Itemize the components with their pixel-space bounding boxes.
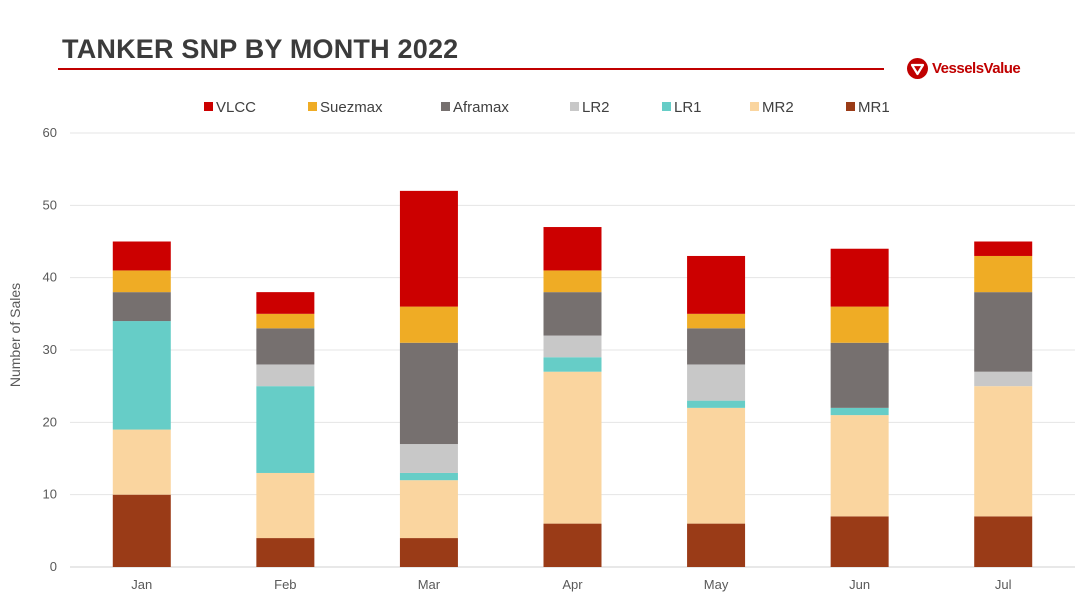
bar-lr1-feb — [256, 386, 315, 473]
bar-lr1-apr — [543, 357, 602, 372]
legend-label-vlcc: VLCC — [216, 99, 256, 116]
bar-mr2-jun — [830, 415, 889, 517]
bar-mr1-jan — [112, 494, 171, 567]
bar-aframax-jul — [974, 292, 1033, 372]
page-title: TANKER SNP BY MONTH 2022 — [62, 34, 459, 64]
x-tick-label: Jan — [131, 577, 152, 592]
bar-lr2-jul — [974, 371, 1033, 387]
bar-suezmax-feb — [256, 313, 315, 329]
bar-suezmax-jun — [830, 306, 889, 343]
legend: VLCC Suezmax Aframax LR2 LR1 MR2 MR1 — [204, 99, 890, 116]
y-tick-label: 40 — [43, 270, 57, 285]
bar-lr2-mar — [399, 444, 458, 473]
legend-swatch-vlcc — [204, 102, 213, 111]
bar-aframax-jun — [830, 342, 889, 408]
bar-suezmax-apr — [543, 270, 602, 293]
y-axis-title: Number of Sales — [7, 283, 23, 387]
bar-lr2-feb — [256, 364, 315, 387]
bar-mr2-feb — [256, 472, 315, 539]
x-tick-label: Jun — [849, 577, 870, 592]
legend-swatch-aframax — [441, 102, 450, 111]
bar-mr1-mar — [399, 538, 458, 567]
bar-suezmax-mar — [399, 306, 458, 343]
bar-mr1-jul — [974, 516, 1033, 567]
legend-label-mr1: MR1 — [858, 99, 890, 116]
bar-vlcc-jun — [830, 248, 889, 307]
x-tick-label: Apr — [562, 577, 583, 592]
legend-label-suezmax: Suezmax — [320, 99, 383, 116]
legend-label-aframax: Aframax — [453, 99, 509, 116]
title-underline — [58, 68, 884, 70]
bar-lr1-mar — [399, 472, 458, 481]
legend-swatch-mr2 — [750, 102, 759, 111]
bar-aframax-feb — [256, 328, 315, 365]
y-tick-label: 60 — [43, 125, 57, 140]
bar-vlcc-apr — [543, 227, 602, 271]
legend-swatch-mr1 — [846, 102, 855, 111]
x-tick-label: Jul — [995, 577, 1012, 592]
bar-mr2-jan — [112, 429, 171, 495]
legend-label-lr1: LR1 — [674, 99, 702, 116]
bar-aframax-jan — [112, 292, 171, 322]
bar-mr2-jul — [974, 386, 1033, 517]
bar-mr2-may — [687, 407, 746, 524]
bar-suezmax-jul — [974, 255, 1033, 293]
bar-mr1-jun — [830, 516, 889, 567]
x-tick-label: Feb — [274, 577, 296, 592]
x-axis-ticks: Jan Feb Mar Apr May Jun Jul — [131, 577, 1011, 592]
bar-vlcc-jul — [974, 241, 1033, 256]
bar-lr1-jan — [112, 321, 171, 430]
brand-name: VesselsValue — [932, 59, 1021, 77]
legend-swatch-lr1 — [662, 102, 671, 111]
bar-mr2-apr — [543, 371, 602, 524]
bar-vlcc-feb — [256, 292, 315, 314]
bar-aframax-apr — [543, 292, 602, 336]
legend-label-mr2: MR2 — [762, 99, 794, 116]
y-tick-label: 50 — [43, 197, 57, 212]
bar-aframax-may — [687, 328, 746, 365]
y-tick-label: 20 — [43, 414, 57, 429]
y-tick-label: 10 — [43, 487, 57, 502]
bar-mr1-feb — [256, 538, 315, 567]
bar-vlcc-may — [687, 255, 746, 314]
y-tick-label: 30 — [43, 342, 57, 357]
bar-vlcc-jan — [112, 241, 171, 271]
brand-logo: VesselsValue — [907, 57, 1021, 79]
bar-vlcc-mar — [399, 190, 458, 307]
legend-swatch-suezmax — [308, 102, 317, 111]
bars — [112, 190, 1033, 567]
x-tick-label: Mar — [418, 577, 441, 592]
vesselsvalue-logo-icon — [907, 57, 928, 79]
bar-aframax-mar — [399, 342, 458, 445]
bar-suezmax-may — [687, 313, 746, 329]
bar-lr1-may — [687, 400, 746, 408]
bar-mr2-mar — [399, 480, 458, 539]
legend-swatch-lr2 — [570, 102, 579, 111]
bar-mr1-apr — [543, 523, 602, 567]
bar-suezmax-jan — [112, 270, 171, 293]
y-tick-label: 0 — [50, 559, 57, 574]
bar-mr1-may — [687, 523, 746, 567]
legend-label-lr2: LR2 — [582, 99, 610, 116]
bar-lr1-jun — [830, 407, 889, 416]
bar-lr2-may — [687, 364, 746, 401]
y-axis-ticks: 0 10 20 30 40 50 60 — [43, 125, 57, 574]
bar-lr2-apr — [543, 335, 602, 358]
x-tick-label: May — [704, 577, 729, 592]
